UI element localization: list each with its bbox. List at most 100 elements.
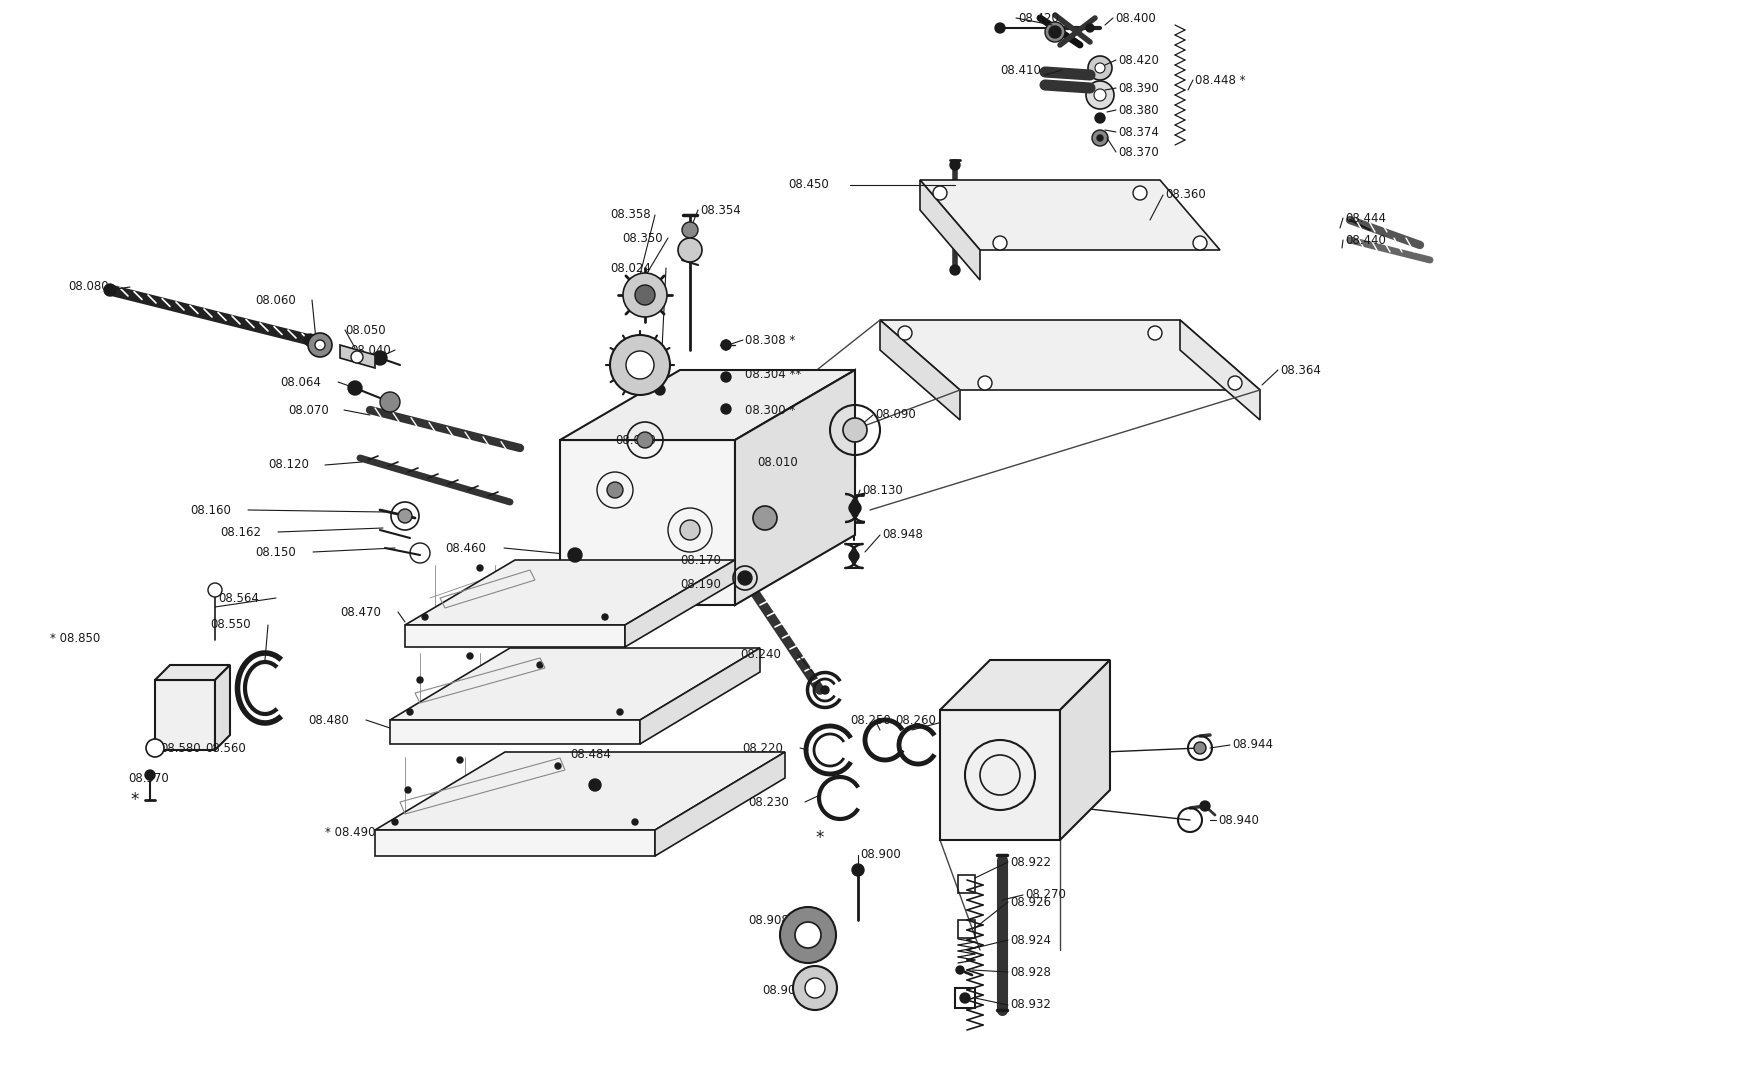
Text: 08.010: 08.010 [756,456,796,469]
Polygon shape [390,648,760,720]
Circle shape [423,614,428,620]
Polygon shape [405,625,624,647]
Circle shape [151,745,158,751]
Circle shape [793,966,836,1010]
Circle shape [457,756,463,763]
Text: 08.064: 08.064 [280,376,320,388]
Text: 08.550: 08.550 [210,618,250,631]
Circle shape [144,770,155,780]
Circle shape [995,22,1005,33]
Text: 08.420: 08.420 [1017,12,1059,25]
Text: 08.308 *: 08.308 * [744,334,795,347]
Text: 08.922: 08.922 [1009,856,1050,869]
Circle shape [405,788,410,793]
Text: 08.940: 08.940 [1217,813,1257,826]
Text: 08.130: 08.130 [861,484,903,496]
Text: 08.570: 08.570 [129,771,169,784]
Circle shape [617,709,623,715]
Text: 08.410: 08.410 [1000,63,1040,76]
Text: 08.060: 08.060 [256,293,296,306]
Text: 08.162: 08.162 [219,525,261,538]
Circle shape [1085,81,1113,109]
Text: 08.450: 08.450 [788,179,828,192]
Circle shape [315,340,325,350]
Polygon shape [939,660,1109,710]
Text: 08.190: 08.190 [680,579,720,592]
Text: 08.400: 08.400 [1115,12,1155,25]
Text: 08.150: 08.150 [256,546,296,559]
Circle shape [555,763,560,769]
Polygon shape [1059,660,1109,840]
Polygon shape [624,560,734,647]
Circle shape [626,351,654,379]
Polygon shape [920,180,979,280]
Text: *: * [814,829,823,847]
Text: 08.484: 08.484 [570,749,610,762]
Text: 08.944: 08.944 [1231,738,1273,751]
Polygon shape [376,830,654,856]
Text: 08.904: 08.904 [762,983,802,996]
Circle shape [810,984,819,992]
Polygon shape [880,320,960,421]
Circle shape [1096,135,1103,141]
Circle shape [932,186,946,200]
Text: 08.070: 08.070 [289,403,329,416]
Polygon shape [654,752,784,856]
Circle shape [476,565,483,571]
Text: 08.564: 08.564 [217,592,259,605]
Polygon shape [560,370,854,440]
Polygon shape [734,370,854,605]
Circle shape [849,551,859,561]
Circle shape [351,351,363,363]
Text: 08.170: 08.170 [680,553,720,566]
Text: 08.024: 08.024 [610,261,650,275]
Text: 08.480: 08.480 [308,714,348,727]
Circle shape [897,326,911,340]
Circle shape [949,265,960,275]
Circle shape [852,863,864,876]
Circle shape [610,335,670,395]
Text: 08.440: 08.440 [1344,233,1384,246]
Circle shape [407,709,412,715]
Text: 08.260: 08.260 [894,714,936,727]
Polygon shape [880,320,1259,389]
Text: 08.932: 08.932 [1009,998,1050,1011]
Polygon shape [1179,320,1259,421]
Circle shape [993,236,1007,250]
Text: 08.370: 08.370 [1118,146,1158,158]
Text: 08.090: 08.090 [875,409,915,422]
Polygon shape [155,681,216,750]
Circle shape [209,583,223,597]
Polygon shape [339,345,376,368]
Circle shape [398,509,412,523]
Text: 08.350: 08.350 [621,231,663,245]
Polygon shape [939,710,1059,840]
Text: 08.948: 08.948 [882,529,922,541]
Circle shape [960,993,969,1003]
Circle shape [955,966,963,974]
Text: 08.354: 08.354 [699,203,741,216]
Polygon shape [390,720,640,744]
Text: 08.120: 08.120 [268,459,310,472]
Circle shape [753,506,777,530]
Circle shape [602,614,607,620]
Text: 08.340: 08.340 [612,353,652,367]
Text: 08.040: 08.040 [350,343,391,356]
Circle shape [977,376,991,389]
Polygon shape [216,664,230,750]
Circle shape [1228,376,1242,389]
Circle shape [1132,186,1146,200]
Circle shape [779,907,835,963]
Circle shape [104,284,117,296]
Text: 08.160: 08.160 [190,504,231,517]
Polygon shape [155,664,230,681]
Circle shape [737,571,751,585]
Circle shape [720,372,730,382]
Circle shape [1200,801,1209,811]
Circle shape [849,502,861,514]
Circle shape [1148,326,1162,340]
Circle shape [635,285,654,305]
Text: 08.020: 08.020 [614,433,656,446]
Text: 08.380: 08.380 [1118,104,1158,117]
Circle shape [1045,22,1064,42]
